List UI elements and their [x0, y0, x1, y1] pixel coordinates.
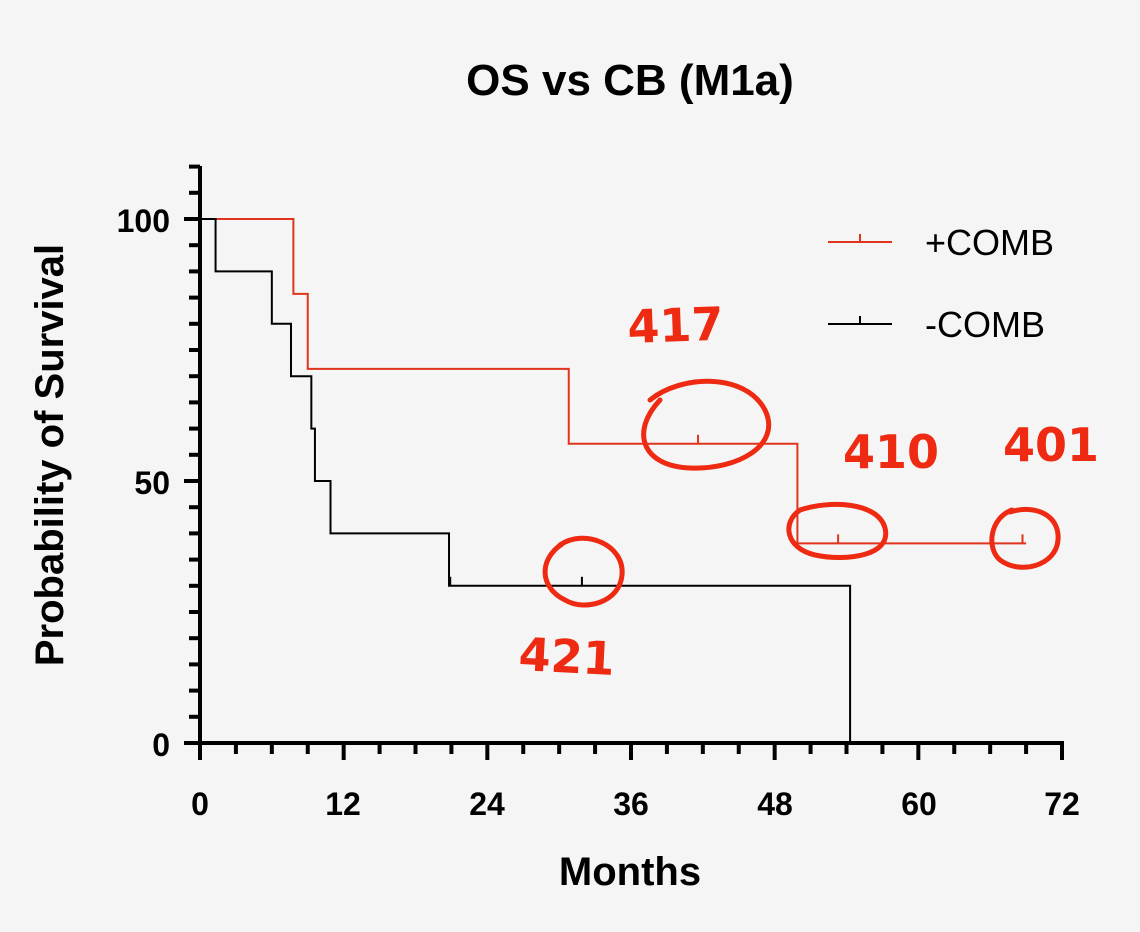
- y-axis-title: Probability of Survival: [28, 244, 72, 666]
- legend-label-plus-comb: +COMB: [925, 222, 1054, 263]
- legend-label-minus-comb: -COMB: [925, 304, 1045, 345]
- handwritten-annotations: 417 410 401 421: [517, 297, 1099, 686]
- annotation-circle-417: [641, 378, 772, 471]
- x-tick-label-12: 12: [325, 786, 361, 822]
- annotation-label-401: 401: [1003, 418, 1099, 472]
- annotation-label-421: 421: [517, 627, 616, 686]
- annotation-label-417: 417: [626, 297, 724, 354]
- chart-title: OS vs CB (M1a): [466, 56, 794, 105]
- x-tick-label-36: 36: [613, 786, 649, 822]
- annotation-circle-410: [786, 501, 889, 560]
- legend: +COMB -COMB: [828, 222, 1054, 345]
- annotation-circle-421: [542, 535, 625, 608]
- x-axis-minor-ticks: [198, 743, 1064, 760]
- x-tick-label-72: 72: [1044, 786, 1080, 822]
- censor-marks: [449, 434, 1024, 586]
- series-line-plus-comb: [200, 218, 1027, 545]
- y-axis-minor-ticks: [184, 164, 200, 745]
- x-tick-label-24: 24: [469, 786, 505, 822]
- x-tick-label-0: 0: [191, 786, 209, 822]
- x-tick-label-48: 48: [757, 786, 793, 822]
- y-tick-label-0: 0: [152, 727, 170, 763]
- series-line-minus-comb: [200, 218, 852, 743]
- x-tick-label-60: 60: [901, 786, 937, 822]
- y-tick-label-100: 100: [117, 203, 170, 239]
- y-tick-label-50: 50: [134, 465, 170, 501]
- x-axis-title: Months: [559, 850, 701, 894]
- annotation-label-410: 410: [843, 425, 939, 479]
- annotation-circle-401: [989, 506, 1061, 570]
